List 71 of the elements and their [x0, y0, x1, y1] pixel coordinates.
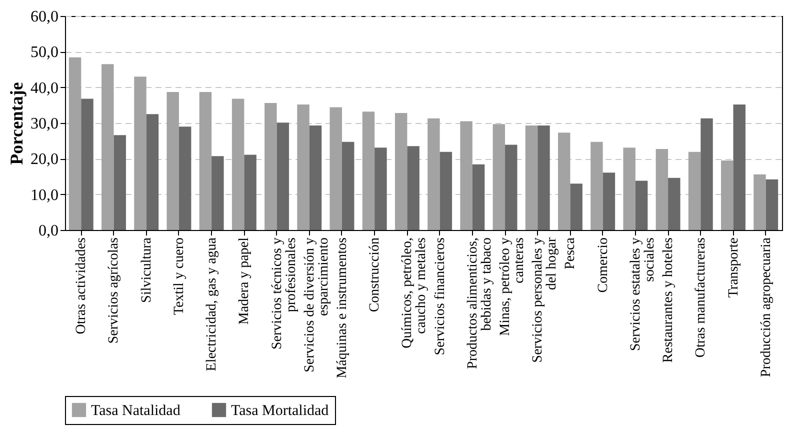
- bar: [635, 180, 648, 230]
- x-tick-label: Otras actividades: [74, 238, 90, 334]
- bar: [525, 125, 538, 230]
- bar: [700, 118, 713, 230]
- bar: [374, 148, 387, 230]
- bar: [102, 64, 114, 230]
- bar: [754, 174, 766, 230]
- bar: [472, 164, 485, 230]
- y-tick-label: 50,0: [30, 44, 58, 62]
- x-tick-label: Máquinas e instrumentos: [334, 238, 350, 378]
- bar: [428, 118, 440, 230]
- bar: [244, 154, 256, 230]
- bar: [178, 126, 192, 230]
- bar: [623, 148, 636, 230]
- bar: [330, 107, 342, 230]
- x-tick-label: Servicios financieros: [432, 238, 448, 356]
- x-tick-label: Otras manufactureras: [694, 238, 709, 358]
- y-tick-label: 10,0: [30, 186, 58, 204]
- x-tick-label: Textil y cuero: [172, 238, 187, 316]
- x-tick-label: Pesca: [563, 236, 578, 270]
- x-tick-label: Producción agropecuaria: [758, 236, 774, 378]
- legend-label: Tasa Natalidad: [91, 403, 181, 419]
- x-tick-label: Transporte: [726, 238, 742, 298]
- bar: [656, 149, 668, 230]
- y-axis-title: Porcentaje: [6, 82, 26, 165]
- bar: [492, 124, 506, 230]
- bar: [505, 144, 518, 230]
- bar: [668, 178, 680, 230]
- y-tick-label: 20,0: [30, 151, 58, 168]
- bar: [538, 125, 550, 230]
- x-tick-label: Comercio: [596, 238, 611, 293]
- y-tick-label: 30,0: [30, 116, 58, 132]
- y-tick-label: 0,0: [38, 222, 58, 240]
- bar: [276, 122, 289, 230]
- bar: [297, 104, 310, 230]
- x-tick-label: Silvicultura: [139, 236, 154, 303]
- x-tick-label: Servicios estatales y sociales: [628, 238, 658, 352]
- bar: [342, 142, 354, 230]
- bar: [766, 179, 778, 230]
- bar: [264, 103, 277, 230]
- bar: [558, 132, 570, 230]
- x-tick-label: Restaurantes y hoteles: [661, 238, 676, 363]
- y-tick-label: 40,0: [30, 80, 58, 97]
- bar: [440, 152, 452, 230]
- bar: [81, 98, 94, 230]
- bar: [232, 98, 244, 230]
- bar: [590, 142, 603, 230]
- bar: [134, 76, 146, 230]
- bar: [407, 146, 420, 230]
- bar: [309, 125, 322, 230]
- bar: [114, 135, 126, 230]
- bar: [166, 92, 179, 230]
- x-tick-label: Electricidad, gas y agua: [204, 236, 220, 372]
- bar: [602, 172, 616, 230]
- bar: [68, 57, 82, 230]
- bar: [570, 184, 582, 230]
- bar: [460, 121, 472, 230]
- bar: [721, 160, 734, 230]
- bar: [212, 156, 224, 230]
- bar: [733, 104, 746, 230]
- x-tick-label: Servicios agrícolas: [106, 238, 122, 344]
- x-tick-label: Construcción: [368, 238, 383, 312]
- bar: [362, 112, 375, 230]
- bar: [394, 113, 408, 230]
- x-tick-label: Madera y papel: [237, 237, 252, 325]
- legend-label: Tasa Mortalidad: [231, 403, 330, 419]
- x-tick-label: Servicios técnicos y profesionales: [270, 238, 299, 350]
- bar: [199, 92, 212, 230]
- bar: [146, 114, 159, 230]
- y-tick-label: 60,0: [30, 8, 58, 26]
- bar: [688, 152, 701, 230]
